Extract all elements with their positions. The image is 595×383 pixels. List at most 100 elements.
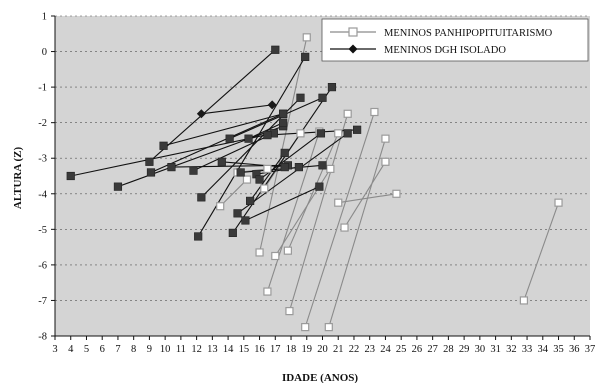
dgh-point <box>343 129 352 138</box>
panhipo-point <box>296 129 305 138</box>
dgh-point <box>146 168 156 177</box>
dgh-point <box>145 157 154 166</box>
x-tick-label: 27 <box>427 344 438 355</box>
data-marks <box>66 33 563 332</box>
y-tick-label: -8 <box>38 332 47 343</box>
x-tick-label: 18 <box>286 344 297 355</box>
panhipo-point <box>326 164 335 173</box>
panhipo-line <box>328 138 386 328</box>
panhipo-line <box>287 133 339 251</box>
dgh-point <box>236 168 245 177</box>
dgh-point <box>167 163 176 172</box>
dgh-point <box>294 163 303 172</box>
dgh-point <box>113 182 123 191</box>
panhipo-point <box>324 323 333 332</box>
dgh-point <box>225 134 234 143</box>
legend-label-dgh: MENINOS DGH ISOLADO <box>384 45 506 56</box>
x-tick-label: 21 <box>333 344 344 355</box>
y-tick-label: 0 <box>42 47 47 58</box>
x-tick-label: 36 <box>569 344 580 355</box>
dgh-line <box>245 186 320 221</box>
x-tick-label: 19 <box>302 344 313 355</box>
x-tick-label: 14 <box>223 344 234 355</box>
panhipo-point <box>285 307 294 316</box>
x-tick-label: 7 <box>115 344 120 355</box>
dgh-point <box>318 161 327 170</box>
dgh-line <box>150 113 284 173</box>
panhipo-point <box>283 246 292 255</box>
x-tick-label: 4 <box>68 344 74 355</box>
y-tick-label: -7 <box>38 296 47 307</box>
legend-label-panhipo: MENINOS PANHIPOPITUITARISMO <box>384 28 553 39</box>
dgh-point <box>194 232 203 241</box>
panhipo-point <box>554 198 563 207</box>
dgh-line <box>221 161 285 168</box>
plot-background <box>55 16 590 336</box>
panhipo-line <box>344 161 386 228</box>
x-tick-label: 15 <box>239 344 250 355</box>
panhipo-point <box>263 287 272 296</box>
y-tick-label: -2 <box>38 118 47 129</box>
x-tick-label: 9 <box>147 344 152 355</box>
y-tick-label: -6 <box>38 260 47 271</box>
panhipo-point <box>255 248 264 257</box>
dgh-diamond-point <box>267 100 277 110</box>
dgh-line <box>149 49 276 163</box>
x-tick-label: 35 <box>553 344 564 355</box>
panhipo-point <box>340 223 349 232</box>
dgh-point <box>301 52 310 61</box>
panhipo-point <box>381 134 390 143</box>
axes: 10-1-2-3-4-5-6-7-83 4 5 6 7 8 9 10 11 12 13 14 15 16 1… <box>38 12 595 356</box>
panhipo-line <box>338 193 397 204</box>
y-tick-label: -3 <box>38 154 47 165</box>
panhipo-point <box>216 202 225 211</box>
x-tick-label: 23 <box>364 344 375 355</box>
dgh-point <box>279 118 288 127</box>
panhipo-point <box>334 129 343 138</box>
x-tick-label: 29 <box>459 344 470 355</box>
dgh-line <box>249 152 286 202</box>
dgh-point <box>189 166 198 175</box>
dgh-line <box>229 97 323 140</box>
dgh-line <box>232 86 333 234</box>
dgh-point <box>316 129 326 138</box>
x-tick-label: 5 <box>84 344 89 355</box>
panhipo-line <box>288 113 349 312</box>
panhipo-point <box>260 184 269 193</box>
panhipo-point <box>381 157 390 166</box>
legend-marker-dgh <box>348 44 358 54</box>
panhipo-point <box>334 198 343 207</box>
panhipo-point <box>343 109 352 118</box>
dgh-point <box>197 193 206 202</box>
dgh-line <box>70 132 274 177</box>
panhipo-point <box>392 189 401 198</box>
panhipo-point <box>370 107 379 117</box>
x-tick-label: 30 <box>475 344 486 355</box>
dgh-point <box>327 83 337 92</box>
dgh-point <box>217 157 226 166</box>
dgh-point <box>244 134 253 143</box>
dgh-line <box>197 56 306 237</box>
x-tick-label: 31 <box>490 344 501 355</box>
x-tick-label: 12 <box>191 344 202 355</box>
x-tick-label: 20 <box>317 344 328 355</box>
x-tick-label: 16 <box>254 344 265 355</box>
x-tick-label: 17 <box>270 344 281 355</box>
panhipo-line <box>304 111 375 328</box>
x-tick-label: 24 <box>380 344 391 355</box>
x-tick-label: 32 <box>506 344 517 355</box>
legend-marker-panhipo <box>348 27 358 37</box>
y-tick-label: -1 <box>38 83 47 94</box>
y-tick-label: 1 <box>42 12 47 23</box>
dgh-point <box>263 131 272 140</box>
plot-area <box>55 15 590 336</box>
dgh-line <box>248 122 284 140</box>
dgh-point <box>280 163 289 172</box>
panhipo-point <box>519 296 529 305</box>
legend: MENINOS PANHIPOPITUITARISMO MENINOS DGH … <box>321 18 589 62</box>
x-axis-title: IDADE (ANOS) <box>282 372 358 383</box>
dgh-point <box>318 93 327 102</box>
dgh-point <box>246 196 255 205</box>
panhipo-line <box>259 37 308 253</box>
dgh-line <box>163 113 284 147</box>
